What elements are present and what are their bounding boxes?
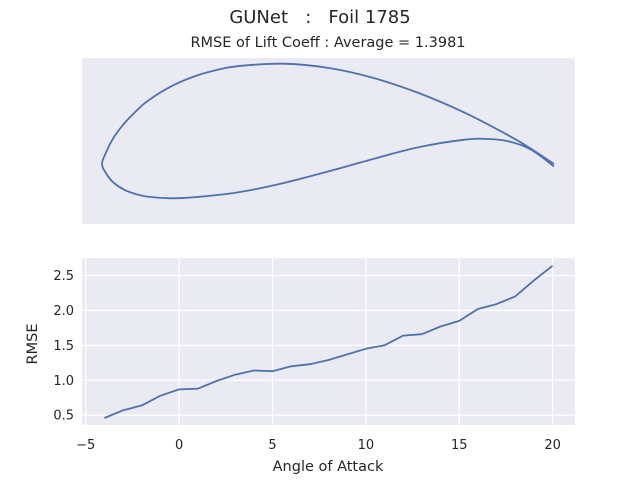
rmse-plot-area	[82, 258, 575, 425]
rmse-series-line	[104, 264, 554, 419]
y-tick-label: 1.0	[53, 374, 74, 389]
x-tick-label: −5	[76, 438, 95, 453]
rmse-panel: −5 0 5 10 15 20 0.5 1.0 1.5 2.0 2.5 Angle of Atta…	[25, 258, 575, 475]
figure-title: GUNet : Foil 1785	[229, 7, 411, 28]
y-tick-label: 2.5	[53, 269, 74, 284]
x-tick-label: 15	[451, 438, 468, 453]
y-tick-label: 0.5	[53, 409, 74, 424]
airfoil-panel	[82, 58, 575, 224]
airfoil-contour	[101, 62, 555, 200]
rmse-grid	[82, 258, 575, 425]
y-tick-labels: 0.5 1.0 1.5 2.0 2.5	[53, 269, 74, 424]
x-tick-label: 5	[268, 438, 276, 453]
y-axis-label: RMSE	[25, 324, 41, 365]
airfoil-plot-area	[82, 58, 575, 224]
y-tick-label: 2.0	[53, 304, 74, 319]
y-tick-label: 1.5	[53, 339, 74, 354]
x-tick-label: 20	[544, 438, 561, 453]
x-tick-label: 0	[175, 438, 183, 453]
x-tick-label: 10	[358, 438, 375, 453]
x-axis-label: Angle of Attack	[273, 459, 384, 475]
x-tick-labels: −5 0 5 10 15 20	[76, 438, 561, 453]
figure-subtitle: RMSE of Lift Coeff : Average = 1.3981	[190, 35, 466, 51]
